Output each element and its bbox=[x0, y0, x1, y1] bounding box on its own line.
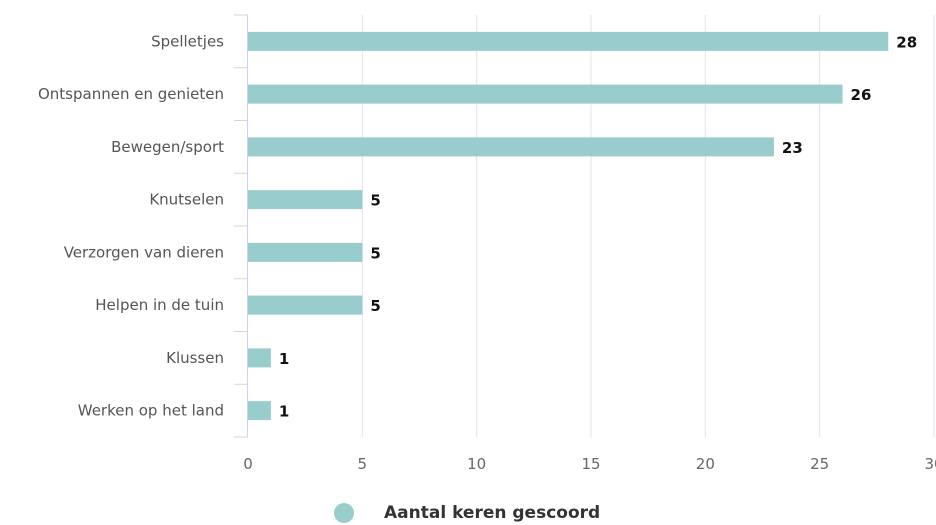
data-label: 1 bbox=[279, 350, 289, 368]
bar[interactable] bbox=[248, 137, 774, 157]
legend[interactable]: Aantal keren gescoord bbox=[334, 503, 600, 523]
x-tick-label: 10 bbox=[467, 455, 486, 473]
bar[interactable] bbox=[248, 401, 271, 421]
data-label: 5 bbox=[370, 297, 380, 315]
bars bbox=[248, 31, 889, 421]
bar-chart: Spelletjes Ontspannen en genieten Bewegen/… bbox=[38, 14, 936, 473]
category-label: Helpen in de tuin bbox=[95, 296, 224, 314]
category-axis bbox=[234, 14, 248, 438]
bar[interactable] bbox=[248, 348, 271, 368]
category-label: Spelletjes bbox=[151, 32, 224, 50]
x-tick-label: 15 bbox=[581, 455, 600, 473]
category-label: Verzorgen van dieren bbox=[64, 243, 224, 261]
x-tick-label: 0 bbox=[243, 455, 253, 473]
bar[interactable] bbox=[248, 295, 363, 315]
legend-label: Aantal keren gescoord bbox=[384, 503, 601, 523]
category-label: Bewegen/sport bbox=[111, 138, 224, 156]
category-label: Ontspannen en genieten bbox=[38, 85, 224, 103]
data-label: 23 bbox=[782, 139, 803, 157]
legend-marker bbox=[334, 503, 354, 523]
category-label: Werken op het land bbox=[78, 402, 224, 420]
x-tick-label: 30 bbox=[924, 455, 936, 473]
data-label: 26 bbox=[851, 86, 872, 104]
bar[interactable] bbox=[248, 242, 363, 262]
grid-lines bbox=[361, 15, 935, 437]
category-label: Knutselen bbox=[149, 191, 224, 209]
data-label: 28 bbox=[896, 33, 917, 51]
bar[interactable] bbox=[248, 84, 843, 104]
x-tick-label: 25 bbox=[810, 455, 829, 473]
data-label: 1 bbox=[279, 403, 289, 421]
x-tick-label: 20 bbox=[696, 455, 715, 473]
data-labels: 28 26 23 5 5 5 1 1 bbox=[279, 33, 917, 420]
x-tick-label: 5 bbox=[358, 455, 368, 473]
category-label: Klussen bbox=[166, 349, 224, 367]
bar[interactable] bbox=[248, 190, 363, 210]
category-labels: Spelletjes Ontspannen en genieten Bewegen/… bbox=[38, 32, 224, 419]
x-tick-labels: 0 5 10 15 20 25 30 bbox=[243, 455, 936, 473]
data-label: 5 bbox=[370, 244, 380, 262]
data-label: 5 bbox=[370, 192, 380, 210]
bar[interactable] bbox=[248, 31, 889, 51]
